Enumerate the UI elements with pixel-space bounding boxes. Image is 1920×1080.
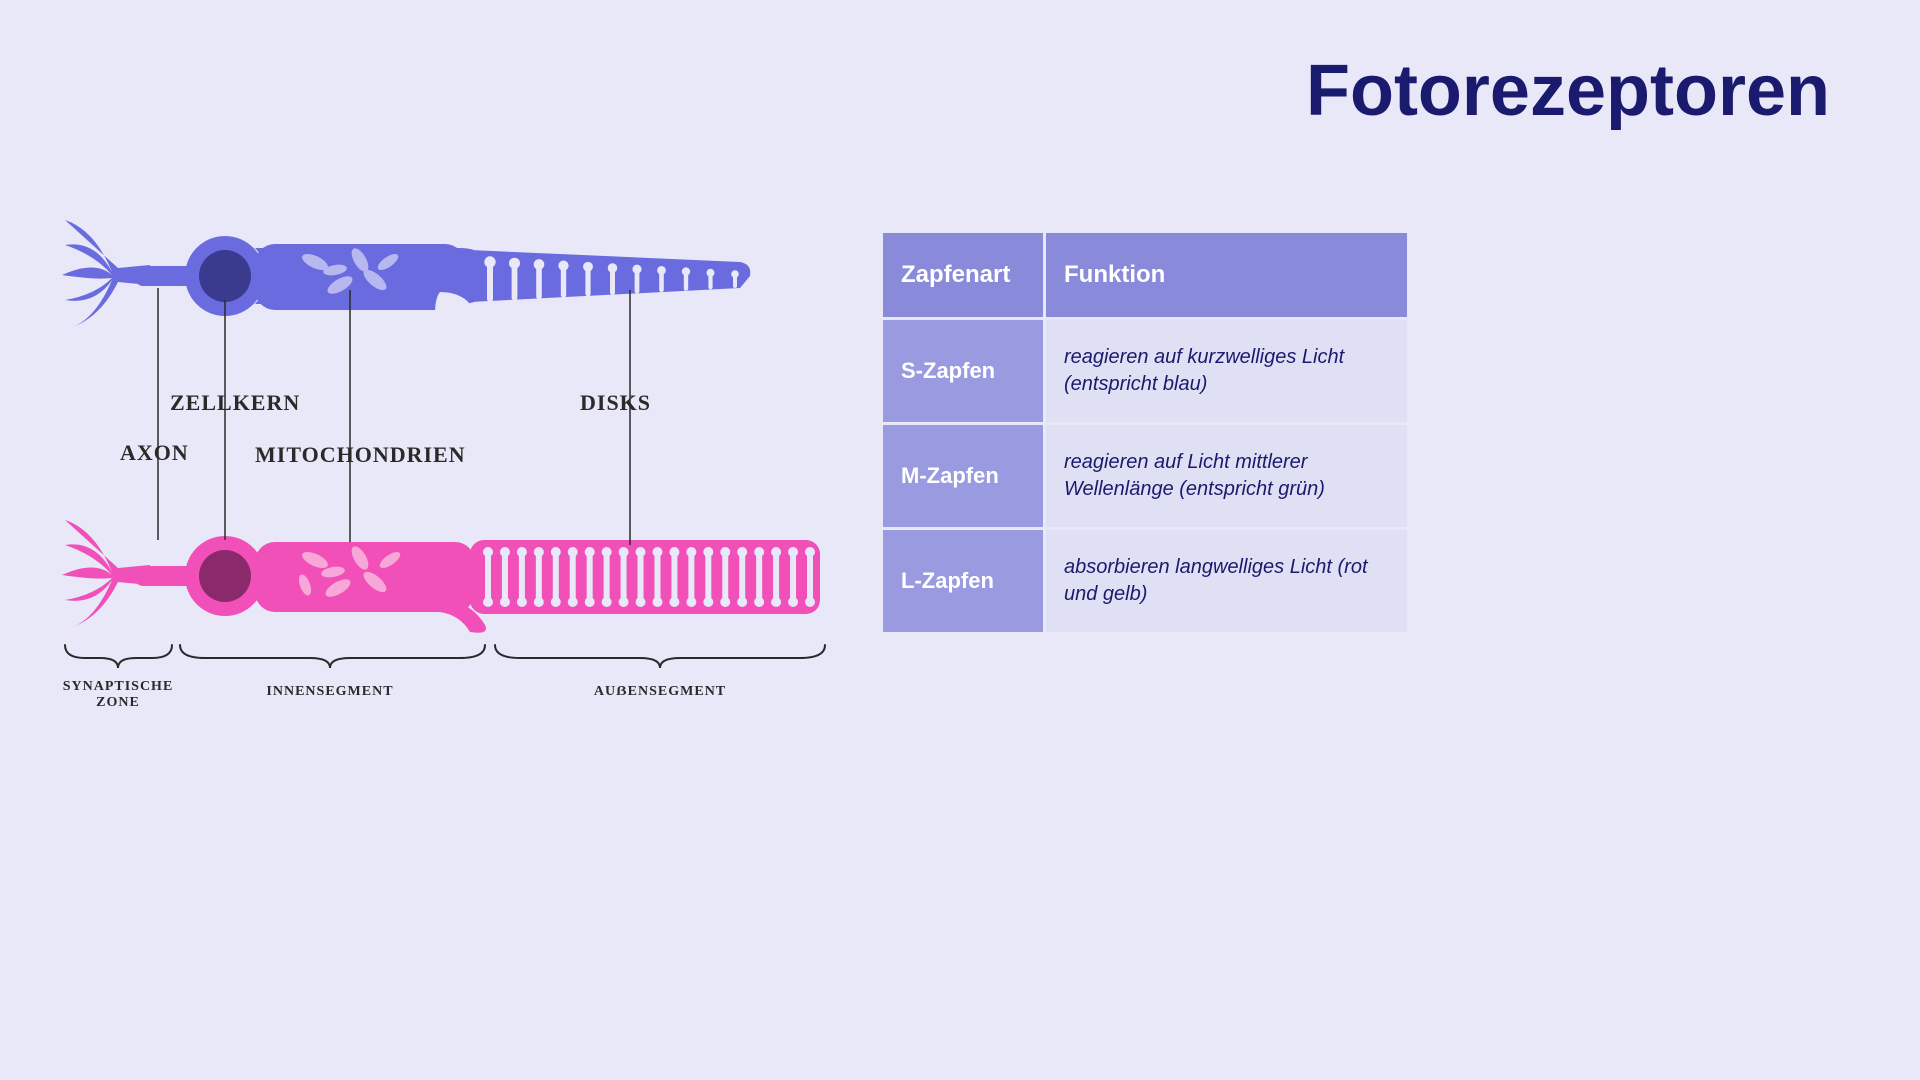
label-aussensegment: AUẞENSEGMENT bbox=[594, 684, 726, 699]
bottom-photoreceptor bbox=[62, 520, 820, 633]
label-synaptische-2: ZONE bbox=[96, 695, 140, 710]
label-mitochondrien: MITOCHONDRIEN bbox=[255, 442, 466, 467]
cone-function: absorbieren langwelliges Licht (rot und … bbox=[1046, 530, 1407, 632]
top-photoreceptor bbox=[62, 220, 750, 330]
brace-outer bbox=[495, 645, 825, 668]
label-innensegment: INNENSEGMENT bbox=[266, 684, 393, 699]
label-disks: DISKS bbox=[580, 390, 651, 415]
page-title: Fotorezeptoren bbox=[1306, 50, 1830, 132]
brace-inner bbox=[180, 645, 485, 668]
nucleus-top bbox=[199, 250, 251, 302]
label-synaptische-1: SYNAPTISCHE bbox=[63, 679, 174, 694]
table-row: M-Zapfenreagieren auf Licht mittlerer We… bbox=[883, 425, 1407, 527]
nucleus-bottom bbox=[199, 550, 251, 602]
cone-function: reagieren auf Licht mittlerer Wellenläng… bbox=[1046, 425, 1407, 527]
cone-table: Zapfenart Funktion S-Zapfenreagieren auf… bbox=[880, 230, 1410, 635]
photoreceptor-diagram: AXON ZELLKERN MITOCHONDRIEN DISKS SYNAPT… bbox=[40, 200, 840, 760]
cone-function: reagieren auf kurzwelliges Licht (entspr… bbox=[1046, 320, 1407, 422]
col-header-0: Zapfenart bbox=[883, 233, 1043, 317]
label-axon: AXON bbox=[120, 440, 189, 465]
cone-type: S-Zapfen bbox=[883, 320, 1043, 422]
table-row: S-Zapfenreagieren auf kurzwelliges Licht… bbox=[883, 320, 1407, 422]
label-zellkern: ZELLKERN bbox=[170, 390, 300, 415]
cone-type: L-Zapfen bbox=[883, 530, 1043, 632]
brace-synaptic bbox=[65, 645, 172, 668]
col-header-1: Funktion bbox=[1046, 233, 1407, 317]
table-row: L-Zapfenabsorbieren langwelliges Licht (… bbox=[883, 530, 1407, 632]
cone-type: M-Zapfen bbox=[883, 425, 1043, 527]
